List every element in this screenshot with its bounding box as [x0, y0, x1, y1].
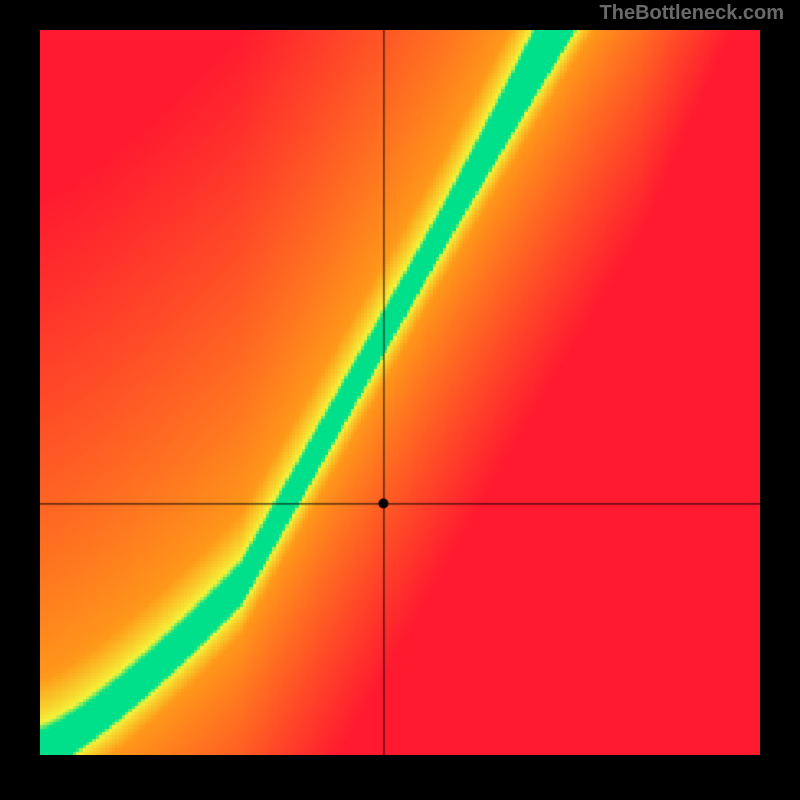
heatmap-plot [40, 30, 760, 755]
watermark-label: TheBottleneck.com [600, 2, 784, 25]
page-root: TheBottleneck.com [0, 0, 800, 800]
heatmap-canvas [40, 30, 760, 755]
